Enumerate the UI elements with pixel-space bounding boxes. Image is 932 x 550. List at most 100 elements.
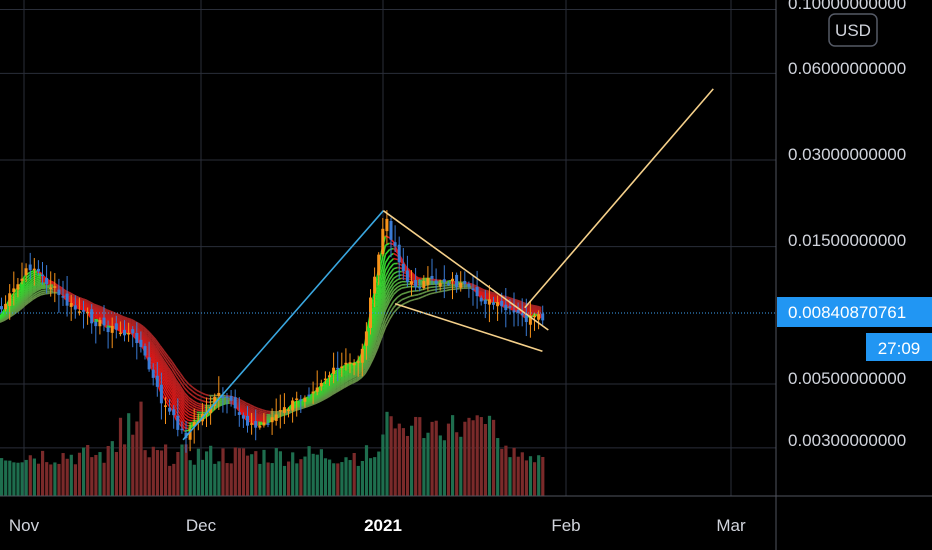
ribbon-segment: [167, 371, 173, 379]
ribbon-segment: [258, 409, 263, 413]
volume-bar: [348, 460, 352, 496]
trendlines[interactable]: [182, 88, 714, 441]
ribbon-segment: [106, 320, 111, 324]
price-axis[interactable]: 0.10000000000 0.06000000000 0.0300000000…: [788, 0, 906, 450]
ribbon-segment: [344, 365, 349, 370]
ribbon-segment: [93, 305, 99, 309]
volume-bar: [8, 460, 12, 496]
ribbon-segment: [413, 276, 419, 280]
ribbon-segment: [343, 373, 349, 378]
ribbon-segment: [97, 312, 103, 317]
ribbon-segment: [98, 305, 103, 309]
candle-body: [45, 277, 49, 285]
ribbon-segment: [348, 376, 353, 380]
candle-body: [401, 263, 405, 272]
candle-body: [192, 421, 196, 427]
ribbon-segment: [24, 290, 30, 297]
ribbon-segment: [188, 404, 194, 409]
candle-body: [528, 315, 532, 325]
ribbon-segment: [262, 414, 267, 417]
ribbon-segment: [159, 353, 165, 362]
ribbon-segment: [126, 328, 132, 332]
volume-bar: [241, 448, 246, 496]
candle-body: [508, 306, 512, 308]
ribbon-segment: [483, 294, 489, 298]
ribbon-segment: [106, 315, 111, 319]
time-axis[interactable]: Nov Dec 2021 Feb Mar: [9, 516, 746, 535]
volume-bar: [4, 460, 8, 496]
ribbon-segment: [146, 346, 153, 355]
ribbon-segment: [138, 333, 145, 339]
ribbon-segment: [183, 387, 190, 394]
candle-body: [188, 429, 192, 440]
candle-body: [426, 278, 430, 285]
ribbon-segment: [389, 247, 394, 251]
candle-body: [159, 384, 163, 404]
candle-body: [94, 321, 98, 327]
ribbon-segment: [286, 410, 292, 413]
ribbon-segment: [77, 302, 83, 307]
ribbon-segment: [146, 336, 153, 343]
ribbon-segment: [175, 367, 182, 375]
ribbon-segment: [40, 277, 46, 281]
ribbon-segment: [352, 372, 358, 377]
ribbon-segment: [147, 331, 153, 338]
ribbon-segment: [352, 374, 358, 378]
candle-body: [307, 394, 311, 397]
ribbon-segment: [397, 287, 403, 292]
ribbon-segment: [171, 395, 178, 405]
ribbon-segment: [61, 290, 66, 294]
volume-bar: [176, 451, 180, 496]
ribbon-segment: [15, 289, 22, 296]
volume-bar: [287, 461, 291, 496]
candle-body: [53, 286, 57, 288]
ribbon-segment: [171, 379, 178, 389]
ribbon-segment: [159, 350, 165, 358]
ribbon-segment: [167, 392, 173, 400]
ribbon-segment: [380, 327, 387, 339]
ribbon-segment: [118, 316, 124, 320]
ribbon-segment: [85, 305, 91, 311]
ribbon-segment: [122, 327, 128, 331]
ribbon-segment: [146, 333, 153, 340]
ribbon-segment: [323, 378, 329, 384]
ribbon-segment: [146, 344, 153, 353]
ribbon-segment: [343, 370, 349, 375]
ribbon-segment: [155, 356, 161, 366]
ribbon-segment: [253, 408, 259, 412]
candle-body: [282, 407, 286, 413]
candle-body: [176, 415, 180, 430]
volume-bar: [512, 447, 516, 496]
ribbon-segment: [134, 330, 140, 335]
ribbon-segment: [417, 296, 423, 300]
ribbon-segment: [32, 275, 38, 279]
candle-body: [467, 283, 471, 287]
ribbon-segment: [504, 302, 509, 306]
candle-body: [369, 297, 372, 328]
ribbon-segment: [245, 407, 251, 411]
volume-bar: [28, 455, 32, 496]
ribbon-segment: [331, 389, 337, 394]
ribbon-segment: [32, 289, 38, 295]
ribbon-segment: [188, 416, 193, 420]
candle-body: [487, 299, 491, 305]
candle-body: [364, 331, 368, 346]
ribbon-segment: [380, 322, 387, 335]
ribbon-segment: [36, 271, 42, 275]
currency-button[interactable]: USD: [828, 13, 878, 47]
ribbon-segment: [183, 397, 190, 404]
ribbon-segment: [167, 359, 173, 366]
ribbon-segment: [28, 291, 34, 297]
ribbon-segment: [397, 280, 403, 285]
ribbon-segment: [208, 403, 214, 407]
ribbon-segment: [179, 385, 186, 394]
ribbon-segment: [188, 383, 194, 389]
ribbon-segment: [163, 369, 169, 378]
ribbon-segment: [294, 401, 300, 405]
candle-body: [278, 410, 282, 412]
ribbon-segment: [138, 327, 145, 333]
ribbon-segment: [388, 282, 395, 290]
volume-bar: [356, 465, 360, 496]
candle-body: [479, 297, 483, 302]
